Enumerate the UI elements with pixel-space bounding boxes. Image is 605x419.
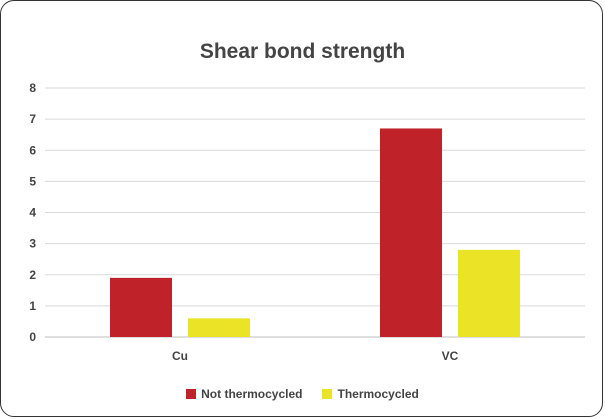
- y-tick-label: 4: [29, 206, 36, 220]
- legend-label-thermocycled: Thermocycled: [337, 387, 419, 401]
- bar-cu-thermocycled: [188, 318, 250, 337]
- x-category-label: Cu: [172, 349, 188, 363]
- y-tick-label: 2: [29, 268, 36, 282]
- legend-swatch-not-thermocycled: [186, 389, 197, 399]
- legend-item-thermocycled: Thermocycled: [322, 387, 419, 401]
- chart-legend: Not thermocycled Thermocycled: [0, 387, 605, 401]
- x-category-label: VC: [442, 349, 459, 363]
- y-tick-label: 6: [29, 143, 36, 157]
- bar-vc-not-thermocycled: [380, 128, 442, 337]
- legend-item-not-thermocycled: Not thermocycled: [186, 387, 302, 401]
- legend-label-not-thermocycled: Not thermocycled: [201, 387, 303, 401]
- bar-vc-thermocycled: [458, 249, 520, 337]
- y-tick-label: 5: [29, 174, 36, 188]
- y-tick-label: 3: [29, 237, 36, 251]
- legend-swatch-thermocycled: [322, 389, 333, 399]
- y-tick-label: 7: [29, 112, 36, 126]
- bar-cu-not-thermocycled: [110, 277, 172, 337]
- chart-title: Shear bond strength: [199, 40, 406, 63]
- y-tick-label: 1: [29, 299, 36, 313]
- y-tick-label: 8: [29, 81, 36, 95]
- y-tick-label: 0: [29, 330, 36, 344]
